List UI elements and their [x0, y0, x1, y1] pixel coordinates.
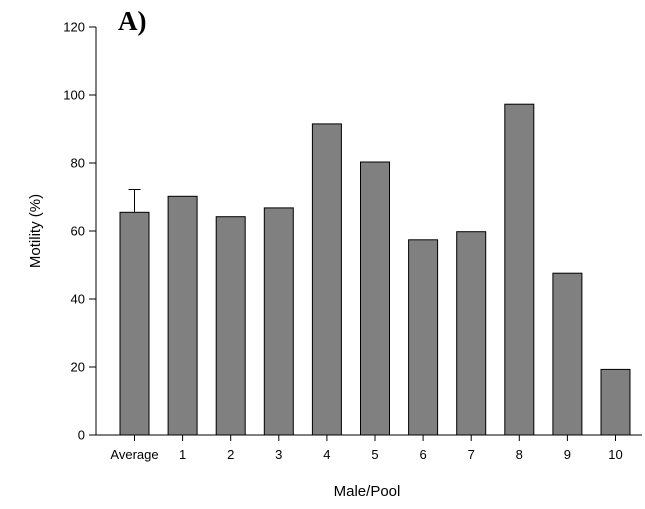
y-tick-label-120: 120: [63, 20, 85, 35]
x-tick-label-3: 3: [275, 447, 282, 462]
x-tick-label-1: 1: [179, 447, 186, 462]
x-tick-label-9: 9: [564, 447, 571, 462]
bar-2: [215, 216, 246, 436]
x-tick-label-6: 6: [419, 447, 426, 462]
y-tick-label-0: 0: [78, 428, 85, 443]
y-tick-label-80: 80: [71, 156, 85, 171]
panel-label: A): [118, 6, 147, 36]
x-tick-label-10: 10: [608, 447, 622, 462]
y-tick-label-40: 40: [71, 292, 85, 307]
error-bars-group: [128, 189, 141, 213]
x-tick-label-5: 5: [371, 447, 378, 462]
bar-9: [552, 272, 583, 436]
axes-group: 0 20 40 60 80 100 120 Average 1 2 3 4 5 6 7 8 9 10: [63, 20, 642, 462]
y-tick-label-100: 100: [63, 88, 85, 103]
bars-group: [119, 103, 631, 436]
y-tick-label-20: 20: [71, 360, 85, 375]
bar-average: [119, 211, 150, 436]
x-tick-label-2: 2: [227, 447, 234, 462]
y-tick-label-60: 60: [71, 224, 85, 239]
x-tick-label-8: 8: [516, 447, 523, 462]
x-tick-label-4: 4: [323, 447, 330, 462]
bar-5: [360, 161, 390, 436]
bar-7: [456, 231, 487, 436]
bar-6: [408, 239, 439, 436]
y-axis-title: Motility (%): [27, 194, 44, 268]
bar-8: [504, 103, 535, 436]
bar-3: [263, 207, 294, 436]
x-tick-label-7: 7: [468, 447, 475, 462]
x-axis-title: Male/Pool: [334, 483, 401, 500]
x-tick-label-average: Average: [110, 447, 158, 462]
bar-10: [600, 368, 631, 436]
bar-1: [167, 195, 198, 436]
bar-4: [311, 123, 342, 436]
